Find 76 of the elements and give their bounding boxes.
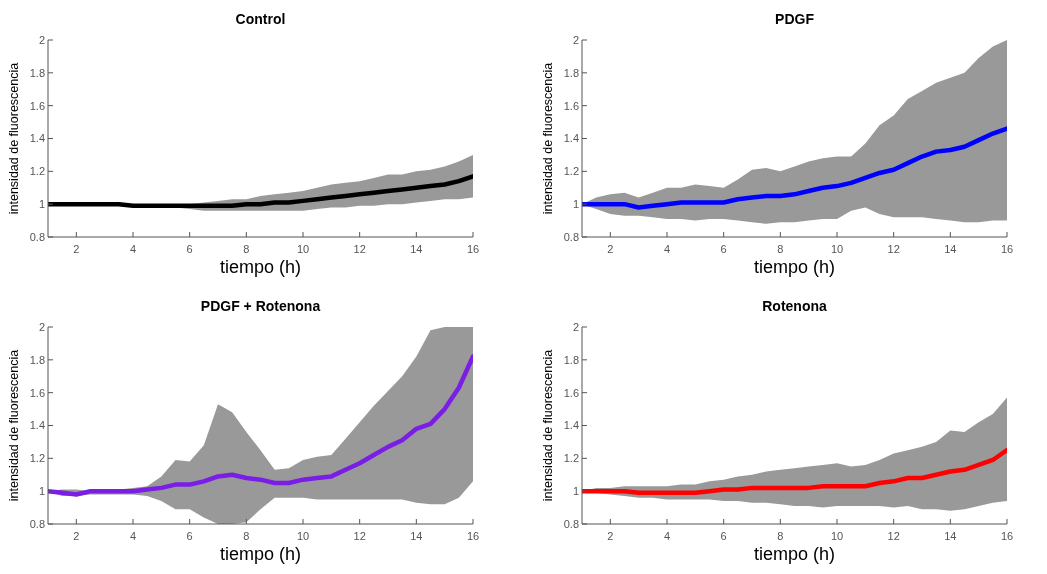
x-tick-label: 12 xyxy=(353,530,366,542)
y-tick-label: 1.2 xyxy=(563,165,579,178)
y-axis-title: intensidad de fluorescencia xyxy=(541,62,555,215)
y-tick-label: 1.8 xyxy=(563,66,579,79)
x-tick-label: 12 xyxy=(887,243,900,255)
y-axis-title: intensidad de fluorescencia xyxy=(7,349,21,502)
y-tick-label: 1 xyxy=(572,198,579,211)
y-tick-label: 1.4 xyxy=(563,419,579,432)
x-tick-label: 14 xyxy=(944,243,957,255)
x-tick-label: 4 xyxy=(663,530,671,542)
y-tick-label: 1.2 xyxy=(29,452,45,465)
y-tick-label: 1.6 xyxy=(563,386,579,399)
y-tick-label: 2 xyxy=(38,320,45,333)
x-tick-label: 16 xyxy=(1000,243,1014,255)
x-axis-title: tiempo (h) xyxy=(753,257,836,277)
y-tick-label: 0.8 xyxy=(563,517,579,530)
y-tick-label: 1.4 xyxy=(563,132,579,145)
x-axis-title: tiempo (h) xyxy=(219,544,302,564)
line-series xyxy=(582,447,1007,496)
x-tick-label: 4 xyxy=(663,243,671,255)
y-tick-label: 1.8 xyxy=(29,66,45,79)
y-tick-label: 1.8 xyxy=(563,353,579,366)
y-tick-label: 1.4 xyxy=(29,419,45,432)
y-tick-label: 1.2 xyxy=(29,165,45,178)
x-tick-label: 2 xyxy=(607,243,614,255)
line-series xyxy=(48,354,473,497)
x-tick-label: 6 xyxy=(186,243,193,255)
x-tick-label: 4 xyxy=(129,243,137,255)
x-tick-label: 12 xyxy=(353,243,366,255)
x-tick-label: 8 xyxy=(243,243,250,255)
y-tick-label: 1.6 xyxy=(29,386,45,399)
x-tick-label: 10 xyxy=(830,243,844,255)
y-tick-label: 1.8 xyxy=(29,353,45,366)
y-tick-label: 2 xyxy=(572,33,579,46)
x-tick-label: 8 xyxy=(777,530,784,542)
chart-title: PDGF xyxy=(775,11,815,27)
y-tick-label: 1.4 xyxy=(29,132,45,145)
chart-title: Rotenona xyxy=(762,298,827,314)
y-tick-label: 0.8 xyxy=(29,230,45,243)
x-tick-label: 2 xyxy=(607,530,614,542)
chart-title: Control xyxy=(235,11,286,27)
x-tick-label: 10 xyxy=(296,243,310,255)
x-tick-label: 4 xyxy=(129,530,137,542)
x-tick-label: 10 xyxy=(296,530,310,542)
x-axis-title: tiempo (h) xyxy=(219,257,302,277)
y-tick-label: 1.6 xyxy=(29,99,45,112)
x-tick-label: 16 xyxy=(466,530,480,542)
line-series xyxy=(582,126,1007,210)
x-tick-label: 10 xyxy=(830,530,844,542)
y-tick-label: 0.8 xyxy=(563,230,579,243)
x-tick-label: 6 xyxy=(186,530,193,542)
y-tick-label: 1 xyxy=(38,485,45,498)
x-tick-label: 2 xyxy=(73,243,80,255)
line-series xyxy=(48,174,473,209)
x-tick-label: 14 xyxy=(410,530,423,542)
y-tick-label: 2 xyxy=(38,33,45,46)
x-tick-label: 16 xyxy=(1000,530,1014,542)
x-tick-label: 8 xyxy=(243,530,250,542)
x-tick-label: 6 xyxy=(720,243,727,255)
y-tick-label: 1 xyxy=(572,485,579,498)
x-tick-label: 8 xyxy=(777,243,784,255)
y-axis-title: intensidad de fluorescencia xyxy=(7,62,21,215)
x-tick-label: 2 xyxy=(73,530,80,542)
x-tick-label: 6 xyxy=(720,530,727,542)
x-tick-label: 16 xyxy=(466,243,480,255)
y-tick-label: 1.6 xyxy=(563,99,579,112)
y-tick-label: 1.2 xyxy=(563,452,579,465)
y-tick-label: 0.8 xyxy=(29,517,45,530)
x-axis-title: tiempo (h) xyxy=(753,544,836,564)
x-tick-label: 14 xyxy=(410,243,423,255)
y-axis-title: intensidad de fluorescencia xyxy=(541,349,555,502)
y-tick-label: 2 xyxy=(572,320,579,333)
x-tick-label: 12 xyxy=(887,530,900,542)
y-tick-label: 1 xyxy=(38,198,45,211)
x-tick-label: 14 xyxy=(944,530,957,542)
chart-title: PDGF + Rotenona xyxy=(200,298,321,314)
